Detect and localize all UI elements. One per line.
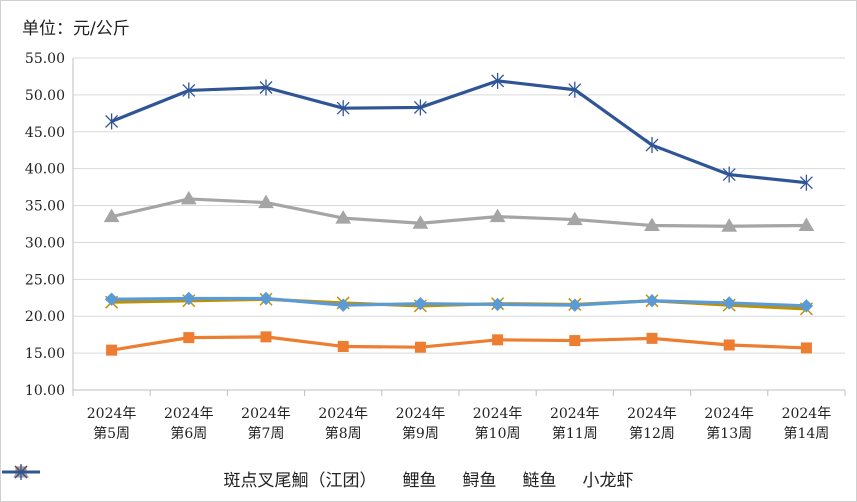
- data-point: [722, 166, 736, 183]
- data-point: [798, 217, 815, 231]
- data-point: [644, 217, 660, 231]
- legend-entry: 鲤鱼: [2, 466, 437, 491]
- axes: [72, 58, 846, 396]
- data-point: [259, 291, 273, 306]
- data-point: [723, 339, 735, 351]
- data-point: [103, 208, 120, 223]
- data-point: [646, 332, 658, 344]
- y-tick-label: 35.00: [25, 199, 65, 215]
- data-point: [800, 342, 812, 354]
- data-point: [337, 340, 349, 352]
- legend-label: 小龙虾: [582, 470, 634, 491]
- y-tick-label: 45.00: [25, 125, 65, 141]
- data-point: [335, 210, 352, 224]
- data-point: [182, 291, 196, 306]
- series-2: [103, 190, 815, 232]
- y-tick-label: 10.00: [25, 383, 65, 399]
- series-1: [106, 331, 812, 356]
- data-point: [489, 208, 506, 223]
- legend: 斑点叉尾鮰（江团） 鲤鱼 鲟鱼 鲢鱼 小龙虾: [0, 462, 857, 494]
- data-point: [645, 137, 659, 154]
- x-tick-label: 2024年第8周: [318, 406, 368, 442]
- data-point: [104, 292, 119, 306]
- data-point: [799, 174, 813, 191]
- data-point: [336, 298, 350, 312]
- data-point: [569, 335, 581, 347]
- data-point: [260, 331, 272, 343]
- data-point: [645, 294, 659, 308]
- series-0: [104, 291, 814, 313]
- series-line: [111, 335, 807, 352]
- x-tick-label: 2024年第5周: [87, 406, 137, 442]
- y-tick-label: 50.00: [25, 88, 65, 104]
- unit-label: 单位：元/公斤: [22, 19, 130, 39]
- x-tick-label: 2024年第11周: [550, 406, 600, 442]
- legend-label: 鲢鱼: [522, 470, 557, 491]
- series-4: [105, 72, 813, 191]
- data-point: [413, 99, 427, 116]
- data-point: [413, 296, 428, 311]
- data-point: [259, 79, 273, 96]
- data-point: [180, 190, 197, 205]
- data-point: [799, 299, 814, 313]
- data-point: [722, 296, 736, 310]
- data-point: [490, 297, 505, 312]
- legend-entry: 鲟鱼: [2, 464, 497, 491]
- y-tick-label: 15.00: [25, 346, 65, 362]
- data-point: [414, 341, 426, 353]
- y-tick-label: 55.00: [25, 51, 65, 67]
- legend-label: 斑点叉尾鮰（江团）: [223, 470, 377, 491]
- y-tick-label: 30.00: [25, 235, 65, 251]
- y-tick-labels: 10.00 15.00 20.00 25.00 30.00 35.00 40.00 45.00…: [25, 51, 65, 399]
- x-tick-label: 2024年第7周: [241, 406, 291, 442]
- x-tick-label: 2024年第13周: [704, 406, 754, 442]
- legend-label: 鲤鱼: [402, 470, 437, 491]
- data-point: [336, 100, 350, 117]
- x-tick-label: 2024年第14周: [782, 406, 832, 442]
- series-line: [111, 296, 807, 308]
- x-tick-label: 2024年第10周: [473, 406, 523, 442]
- x-tick-label: 2024年第9周: [396, 406, 446, 442]
- legend-entry: 鲢鱼: [2, 465, 557, 491]
- data-point: [182, 82, 196, 99]
- x-tick-labels: 2024年第5周 2024年第6周 2024年第7周 2024年第8周 2024年第9周…: [87, 406, 831, 442]
- y-tick-label: 25.00: [25, 272, 65, 288]
- data-point: [566, 211, 583, 226]
- data-point: [183, 332, 195, 344]
- data-point: [105, 113, 119, 130]
- legend-swatch: [2, 464, 40, 480]
- series-line: [111, 197, 807, 228]
- data-point: [568, 298, 582, 312]
- line-chart: 10.00 15.00 20.00 25.00 30.00 35.00 40.00 45.00…: [25, 51, 846, 442]
- data-point: [492, 334, 504, 346]
- data-point: [258, 194, 274, 209]
- data-point: [721, 218, 738, 232]
- x-tick-label: 2024年第6周: [164, 406, 214, 442]
- series-layer: [103, 72, 815, 356]
- x-tick-label: 2024年第12周: [627, 406, 677, 442]
- legend-entry: 小龙虾: [2, 464, 634, 491]
- data-point: [568, 81, 582, 98]
- series-line: [111, 79, 807, 185]
- legend-label: 鲟鱼: [462, 470, 497, 491]
- y-tick-label: 40.00: [25, 162, 65, 178]
- data-point: [412, 215, 429, 229]
- data-point: [491, 72, 505, 89]
- data-point: [106, 344, 118, 356]
- data-point: [14, 464, 28, 480]
- legend-entry: 斑点叉尾鮰（江团）: [2, 465, 377, 491]
- y-tick-label: 20.00: [25, 309, 65, 325]
